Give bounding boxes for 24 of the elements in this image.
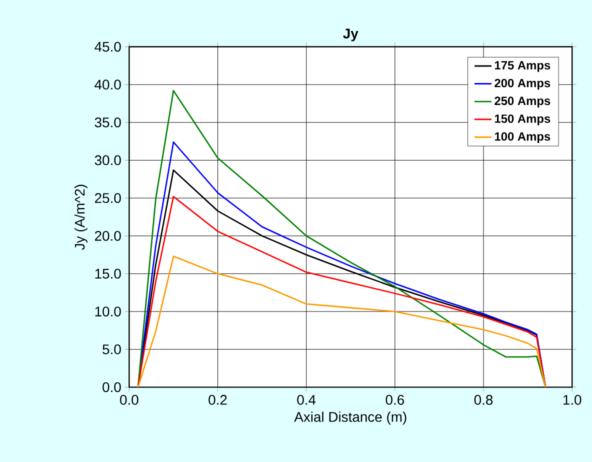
y-tick-label: 20.0 [94, 231, 121, 241]
y-tick-label: 45.0 [94, 42, 121, 52]
y-tick-label: 15.0 [95, 268, 121, 279]
legend-label: 200 Amps [494, 78, 550, 90]
x-axis-title: Axial Distance (m) [294, 412, 406, 425]
x-tick-label: 1.0 [563, 395, 582, 405]
y-tick-label: 35.0 [94, 118, 121, 128]
chart-title: Jy [343, 28, 358, 42]
x-tick-label: 0.4 [297, 395, 316, 405]
y-tick-label: 0.0 [102, 382, 121, 392]
x-tick-label: 0.0 [120, 395, 138, 405]
legend-label: 175 Amps [494, 61, 550, 72]
x-tick-label: 0.2 [208, 395, 227, 405]
y-tick-label: 25.0 [94, 193, 121, 204]
legend-label: 250 Amps [494, 96, 550, 108]
legend-label: 150 Amps [494, 114, 550, 126]
y-tick-label: 5.0 [102, 344, 121, 354]
y-tick-label: 30.0 [94, 155, 121, 166]
legend-label: 100 Amps [494, 132, 550, 144]
y-tick-label: 10.0 [95, 306, 121, 317]
x-tick-label: 0.8 [474, 395, 493, 405]
y-axis-title: Jy (A/m^2) [74, 184, 88, 250]
x-tick-label: 0.6 [386, 395, 404, 405]
y-tick-label: 40.0 [94, 80, 121, 90]
